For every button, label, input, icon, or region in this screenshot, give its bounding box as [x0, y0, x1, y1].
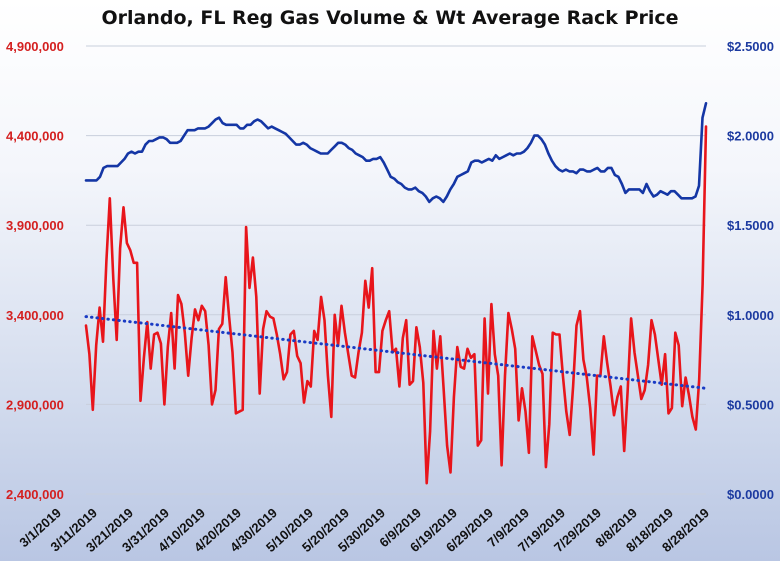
right-tick-label: $1.5000	[727, 218, 774, 233]
right-tick-label: $2.0000	[727, 129, 774, 144]
right-y-axis: $0.0000 $0.5000 $1.0000 $1.5000 $2.0000 $2.50…	[727, 39, 774, 502]
series-line-rack-price	[84, 102, 708, 204]
gridlines	[86, 45, 706, 495]
left-tick-label: 3,400,000	[6, 308, 64, 323]
left-tick-label: 2,400,000	[6, 487, 64, 502]
series-line-volume	[84, 125, 708, 485]
chart-title: Orlando, FL Reg Gas Volume & Wt Average …	[101, 7, 678, 29]
right-tick-label: $1.0000	[727, 308, 774, 323]
series	[84, 102, 708, 485]
right-tick-label: $0.5000	[727, 397, 774, 412]
right-tick-label: $2.5000	[727, 39, 774, 54]
x-axis: 3/1/20193/11/20193/21/20193/31/20194/10/…	[16, 505, 712, 555]
right-tick-label: $0.0000	[727, 487, 774, 502]
left-tick-label: 4,400,000	[6, 129, 64, 144]
left-tick-label: 2,900,000	[6, 397, 64, 412]
series-line-volume-trend	[84, 315, 708, 390]
left-y-axis: 2,400,000 2,900,000 3,400,000 3,900,000 4,40…	[6, 39, 64, 502]
left-tick-label: 4,900,000	[6, 39, 64, 54]
left-tick-label: 3,900,000	[6, 218, 64, 233]
